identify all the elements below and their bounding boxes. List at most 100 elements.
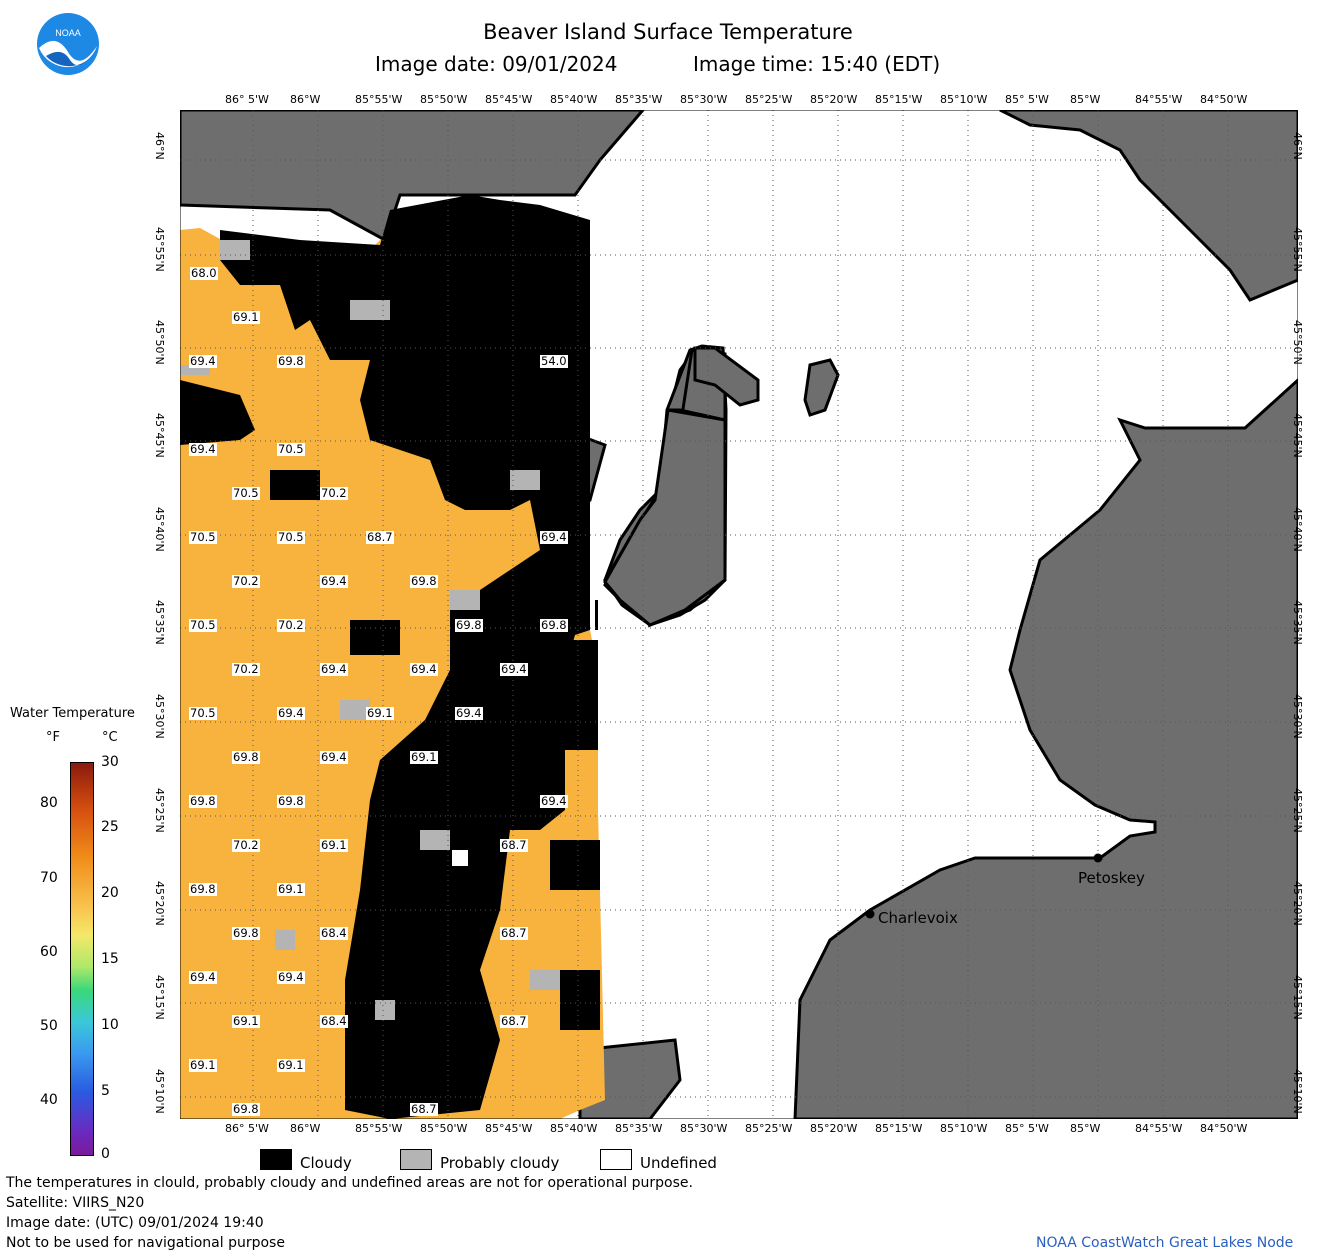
lon-tick-label: 85°15'W <box>875 93 923 106</box>
lon-tick-label: 85°30'W <box>680 1122 728 1135</box>
legend-cloudy-swatch <box>260 1149 292 1170</box>
color-scale-bar <box>70 762 94 1156</box>
scale-f-tick: 70 <box>40 870 58 886</box>
temperature-label: 68.7 <box>500 838 528 852</box>
temperature-label: 69.1 <box>277 1058 305 1072</box>
temperature-label: 69.8 <box>455 618 483 632</box>
lat-tick-label: 45°35'N <box>153 600 166 645</box>
map-title: Beaver Island Surface Temperature <box>483 20 853 44</box>
logo-text: NOAA <box>55 28 81 38</box>
lon-tick-label: 85°55'W <box>355 1122 403 1135</box>
temperature-label: 69.4 <box>320 662 348 676</box>
temperature-label: 69.4 <box>189 442 217 456</box>
color-scale-unit-f: °F <box>46 730 60 745</box>
footer-credit: NOAA CoastWatch Great Lakes Node <box>1036 1235 1294 1251</box>
lon-tick-label: 85°50'W <box>420 1122 468 1135</box>
lon-tick-label: 85°25'W <box>745 1122 793 1135</box>
lat-tick-label: 45°25'N <box>153 788 166 833</box>
temperature-label: 69.4 <box>277 706 305 720</box>
lat-tick-label: 46°N <box>153 132 166 160</box>
temperature-label: 70.2 <box>320 486 348 500</box>
lon-tick-label: 85°45'W <box>485 93 533 106</box>
temperature-label: 69.8 <box>410 574 438 588</box>
temperature-label: 70.5 <box>189 530 217 544</box>
scale-c-tick: 15 <box>101 951 119 967</box>
image-date: Image date: 09/01/2024 <box>375 52 618 76</box>
temperature-label: 68.7 <box>500 926 528 940</box>
lat-tick-label: 45°55'N <box>1291 227 1304 272</box>
scale-f-tick: 50 <box>40 1018 58 1034</box>
lon-tick-label: 85°15'W <box>875 1122 923 1135</box>
temperature-label: 68.4 <box>320 926 348 940</box>
lon-tick-label: 85°45'W <box>485 1122 533 1135</box>
lon-tick-label: 84°55'W <box>1135 93 1183 106</box>
temperature-label: 69.8 <box>540 618 568 632</box>
city-label-charlevoix: Charlevoix <box>878 909 958 927</box>
temperature-label: 69.4 <box>320 750 348 764</box>
lon-tick-label: 84°50'W <box>1200 1122 1248 1135</box>
lat-lon-grid <box>180 110 1298 1119</box>
temperature-label: 69.1 <box>277 882 305 896</box>
lat-tick-label: 45°25'N <box>1291 788 1304 833</box>
temperature-label: 69.8 <box>232 926 260 940</box>
cloud-areas <box>180 195 600 1119</box>
lat-tick-label: 45°40'N <box>1291 507 1304 552</box>
lat-tick-label: 45°50'N <box>1291 320 1304 365</box>
scale-f-tick: 80 <box>40 795 58 811</box>
color-scale-title: Water Temperature <box>10 706 135 721</box>
lat-tick-label: 45°10'N <box>1291 1069 1304 1114</box>
footer-disclaimer: The temperatures in clould, probably clo… <box>6 1175 693 1191</box>
petoskey-marker <box>1093 853 1103 863</box>
temperature-label: 68.7 <box>500 1014 528 1028</box>
scale-c-tick: 5 <box>101 1083 110 1099</box>
color-scale-unit-c: °C <box>102 730 118 745</box>
lon-tick-label: 84°50'W <box>1200 93 1248 106</box>
lon-tick-label: 85°50'W <box>420 93 468 106</box>
temperature-label: 68.7 <box>366 530 394 544</box>
footer-satellite: Satellite: VIIRS_N20 <box>6 1195 145 1211</box>
city-label-petoskey: Petoskey <box>1078 869 1145 887</box>
lon-tick-label: 85°25'W <box>745 93 793 106</box>
lat-tick-label: 45°20'N <box>153 881 166 926</box>
lat-tick-label: 45°50'N <box>153 320 166 365</box>
temperature-label: 69.4 <box>189 970 217 984</box>
lat-tick-label: 45°15'N <box>1291 975 1304 1020</box>
lon-tick-label: 85°40'W <box>550 93 598 106</box>
temperature-label: 70.5 <box>189 618 217 632</box>
temperature-label: 70.5 <box>189 706 217 720</box>
temperature-label: 70.2 <box>232 662 260 676</box>
temperature-label: 69.4 <box>455 706 483 720</box>
temperature-label: 69.8 <box>277 794 305 808</box>
temperature-label: 70.5 <box>277 442 305 456</box>
lat-tick-label: 46°N <box>1291 132 1304 160</box>
lat-tick-label: 45°45'N <box>153 413 166 458</box>
temperature-label: 69.8 <box>232 1102 260 1116</box>
lon-tick-label: 85°40'W <box>550 1122 598 1135</box>
lon-tick-label: 85° 5'W <box>1005 93 1049 106</box>
scale-c-tick: 25 <box>101 819 119 835</box>
lon-tick-label: 85°30'W <box>680 93 728 106</box>
lon-tick-label: 86° 5'W <box>225 1122 269 1135</box>
footer-navigation-warning: Not to be used for navigational purpose <box>6 1235 285 1251</box>
lat-tick-label: 45°10'N <box>153 1069 166 1114</box>
lat-tick-label: 45°30'N <box>153 694 166 739</box>
temperature-label: 69.1 <box>189 1058 217 1072</box>
lon-tick-label: 85°10'W <box>940 1122 988 1135</box>
lon-tick-label: 85°20'W <box>810 93 858 106</box>
temperature-label: 69.1 <box>366 706 394 720</box>
temperature-label: 69.4 <box>277 970 305 984</box>
lon-tick-label: 84°55'W <box>1135 1122 1183 1135</box>
lon-tick-label: 85°35'W <box>615 93 663 106</box>
lon-tick-label: 85°W <box>1070 93 1101 106</box>
temperature-label: 69.8 <box>232 750 260 764</box>
temperature-label: 69.8 <box>189 882 217 896</box>
temperature-label: 68.4 <box>320 1014 348 1028</box>
temperature-label: 69.4 <box>320 574 348 588</box>
lon-tick-label: 85° 5'W <box>1005 1122 1049 1135</box>
temperature-label: 70.5 <box>232 486 260 500</box>
lat-tick-label: 45°35'N <box>1291 600 1304 645</box>
temperature-label: 68.7 <box>410 1102 438 1116</box>
temperature-label: 69.4 <box>540 794 568 808</box>
legend-undefined-swatch <box>600 1149 632 1170</box>
garden-island <box>693 346 760 407</box>
